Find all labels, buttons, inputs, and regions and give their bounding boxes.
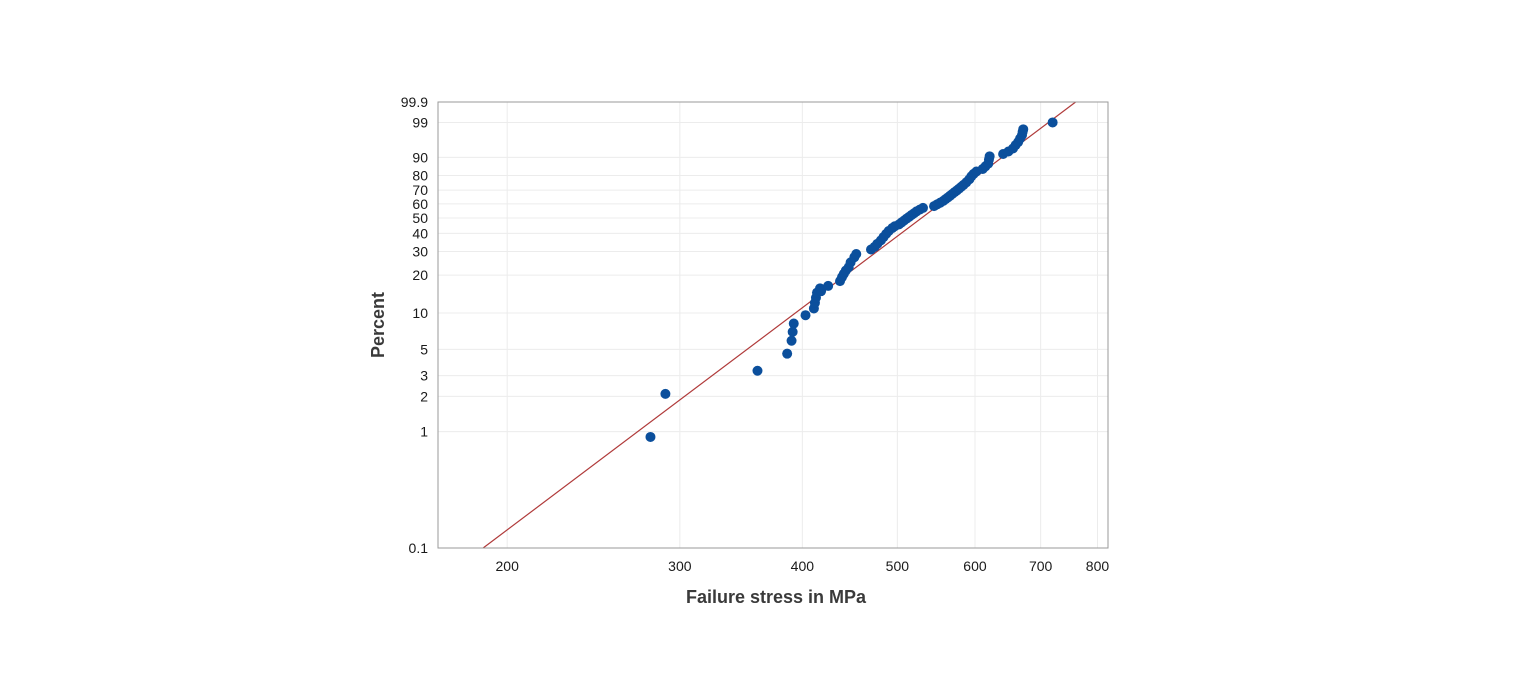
data-point bbox=[1047, 117, 1058, 128]
y-tick-label: 5 bbox=[420, 341, 428, 357]
y-tick-label: 90 bbox=[412, 149, 428, 165]
data-points bbox=[645, 117, 1058, 442]
data-point bbox=[788, 318, 799, 329]
data-point bbox=[800, 310, 811, 321]
x-tick-label: 400 bbox=[791, 558, 815, 574]
x-tick-label: 600 bbox=[963, 558, 987, 574]
y-tick-label: 80 bbox=[412, 167, 428, 183]
data-point bbox=[816, 286, 827, 297]
data-point bbox=[917, 202, 928, 213]
data-point bbox=[786, 335, 797, 346]
data-point bbox=[782, 348, 793, 359]
x-tick-labels: 200 300 400 500 600 700 800 bbox=[496, 558, 1110, 574]
y-tick-label: 20 bbox=[412, 267, 428, 283]
y-tick-label: 50 bbox=[412, 210, 428, 226]
y-axis-title: Percent bbox=[368, 292, 388, 358]
y-tick-label: 2 bbox=[420, 388, 428, 404]
y-tick-label: 1 bbox=[420, 424, 428, 440]
y-tick-label: 30 bbox=[412, 244, 428, 260]
data-point bbox=[787, 326, 798, 337]
plot-frame bbox=[437, 101, 1109, 549]
x-tick-label: 200 bbox=[496, 558, 520, 574]
y-tick-label: 10 bbox=[412, 305, 428, 321]
y-tick-label: 99 bbox=[412, 114, 428, 130]
y-tick-label: 60 bbox=[412, 196, 428, 212]
data-point bbox=[1018, 124, 1029, 135]
y-tick-label: 40 bbox=[412, 225, 428, 241]
data-point bbox=[752, 365, 763, 376]
y-tick-label: 70 bbox=[412, 182, 428, 198]
data-point bbox=[660, 388, 671, 399]
x-tick-label: 700 bbox=[1029, 558, 1053, 574]
grid bbox=[438, 101, 1108, 549]
data-point bbox=[823, 280, 834, 291]
y-tick-label: 3 bbox=[420, 368, 428, 384]
data-point bbox=[851, 248, 862, 259]
x-axis-title: Failure stress in MPa bbox=[686, 587, 867, 607]
x-tick-label: 500 bbox=[886, 558, 910, 574]
data-point bbox=[645, 431, 656, 442]
x-tick-label: 800 bbox=[1086, 558, 1110, 574]
y-tick-label: 0.1 bbox=[409, 540, 429, 556]
x-tick-label: 300 bbox=[668, 558, 692, 574]
data-point bbox=[984, 151, 995, 162]
y-tick-label: 99.9 bbox=[401, 94, 428, 110]
